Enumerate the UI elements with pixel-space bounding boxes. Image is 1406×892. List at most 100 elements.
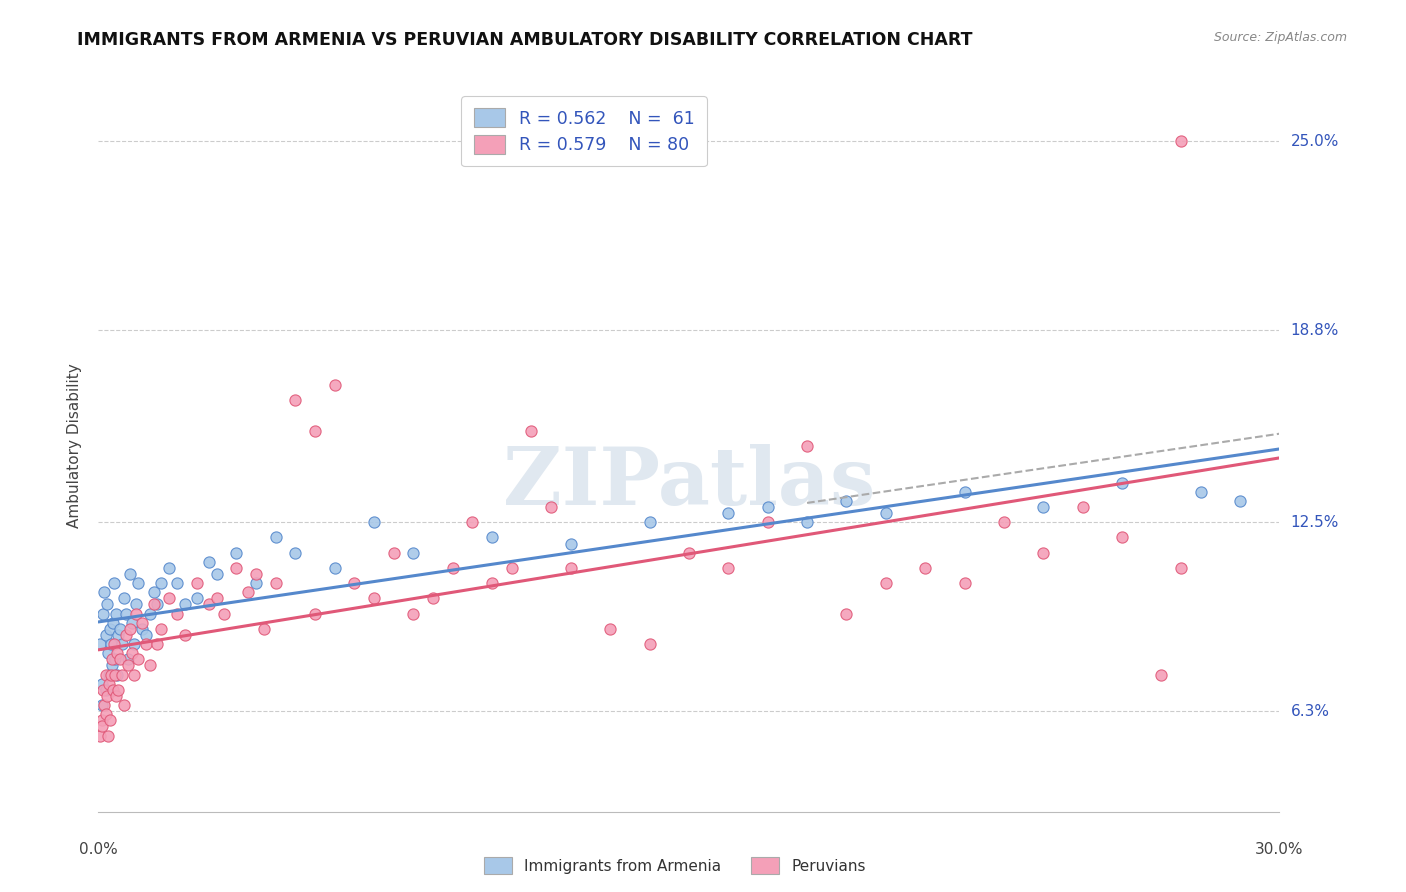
Point <box>304 607 326 621</box>
Point <box>1111 475 1133 490</box>
Point <box>343 576 366 591</box>
Point <box>245 567 267 582</box>
Point <box>284 546 307 560</box>
Point <box>112 591 135 606</box>
Point <box>125 598 148 612</box>
Y-axis label: Ambulatory Disability: Ambulatory Disability <box>67 364 83 528</box>
Point <box>91 607 114 621</box>
Point <box>323 378 346 392</box>
Point <box>93 585 115 599</box>
Point <box>118 567 141 582</box>
Text: IMMIGRANTS FROM ARMENIA VS PERUVIAN AMBULATORY DISABILITY CORRELATION CHART: IMMIGRANTS FROM ARMENIA VS PERUVIAN AMBU… <box>77 31 973 49</box>
Point <box>1111 530 1133 544</box>
Point <box>150 622 173 636</box>
Point <box>111 637 134 651</box>
Point <box>117 652 139 666</box>
Point <box>105 646 128 660</box>
Point <box>131 622 153 636</box>
Point <box>138 607 160 621</box>
Point <box>98 714 121 728</box>
Point <box>166 576 188 591</box>
Point <box>225 561 247 575</box>
Point <box>91 676 114 690</box>
Point <box>205 567 228 582</box>
Point <box>97 729 120 743</box>
Point <box>89 729 111 743</box>
Point <box>125 607 148 621</box>
Point <box>142 598 165 612</box>
Point <box>157 591 180 606</box>
Point <box>1071 500 1094 514</box>
Point <box>103 615 125 630</box>
Point <box>953 576 976 591</box>
Point <box>107 682 129 697</box>
Point <box>108 622 131 636</box>
Text: 12.5%: 12.5% <box>1291 515 1339 530</box>
Point <box>953 484 976 499</box>
Point <box>1150 667 1173 681</box>
Point <box>166 607 188 621</box>
Point <box>108 652 131 666</box>
Point <box>174 598 197 612</box>
Point <box>100 667 122 681</box>
Point <box>481 576 503 591</box>
Point <box>146 637 169 651</box>
Point <box>105 667 128 681</box>
Point <box>135 628 157 642</box>
Point <box>441 561 464 575</box>
Point <box>402 607 425 621</box>
Point <box>103 682 125 697</box>
Point <box>796 515 818 529</box>
Point <box>93 698 115 712</box>
Point <box>756 515 779 529</box>
Point <box>363 591 385 606</box>
Point <box>717 506 740 520</box>
Point <box>115 607 138 621</box>
Point <box>112 698 135 712</box>
Point <box>121 646 143 660</box>
Point <box>186 591 208 606</box>
Point <box>96 689 118 703</box>
Point <box>91 719 114 733</box>
Point <box>104 667 127 681</box>
Legend: Immigrants from Armenia, Peruvians: Immigrants from Armenia, Peruvians <box>478 851 872 880</box>
Point <box>98 667 121 681</box>
Point <box>245 576 267 591</box>
Point <box>127 576 149 591</box>
Point <box>150 576 173 591</box>
Point <box>104 652 127 666</box>
Point <box>1032 500 1054 514</box>
Point <box>122 667 145 681</box>
Text: 25.0%: 25.0% <box>1291 134 1339 149</box>
Point <box>560 561 582 575</box>
Point <box>197 555 219 569</box>
Point <box>236 585 259 599</box>
Point <box>1189 484 1212 499</box>
Point <box>101 658 124 673</box>
Point <box>264 530 287 544</box>
Point <box>118 622 141 636</box>
Text: 6.3%: 6.3% <box>1291 704 1330 719</box>
Text: 30.0%: 30.0% <box>1256 842 1303 857</box>
Point <box>993 515 1015 529</box>
Point <box>461 515 484 529</box>
Point <box>1032 546 1054 560</box>
Point <box>157 561 180 575</box>
Point <box>520 424 543 438</box>
Point <box>96 598 118 612</box>
Point <box>91 682 114 697</box>
Point <box>127 652 149 666</box>
Point <box>103 576 125 591</box>
Point <box>717 561 740 575</box>
Text: Source: ZipAtlas.com: Source: ZipAtlas.com <box>1213 31 1347 45</box>
Point <box>90 714 112 728</box>
Point <box>253 622 276 636</box>
Point <box>96 667 118 681</box>
Point <box>1170 561 1192 575</box>
Point <box>796 439 818 453</box>
Point <box>107 628 129 642</box>
Point <box>382 546 405 560</box>
Point <box>115 628 138 642</box>
Point <box>105 689 128 703</box>
Point <box>197 598 219 612</box>
